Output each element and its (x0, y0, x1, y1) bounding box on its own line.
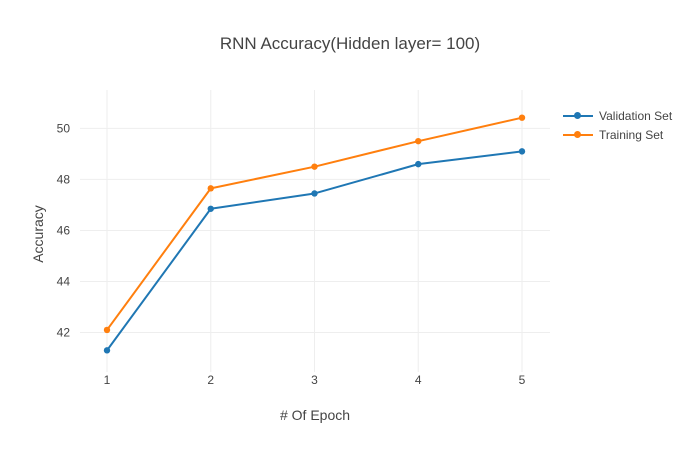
legend-label-validation: Validation Set (599, 108, 673, 123)
y-tick-label: 42 (57, 325, 71, 339)
grid (80, 90, 550, 372)
x-tick-label: 4 (415, 373, 422, 387)
y-tick-label: 48 (57, 172, 71, 186)
data-point[interactable] (103, 326, 111, 334)
legend-item-training[interactable]: Training Set (563, 125, 672, 144)
data-point[interactable] (103, 347, 111, 354)
axis-ticks: 1 2 3 4 5 42 44 46 48 50 (57, 121, 526, 387)
data-point[interactable] (415, 160, 422, 168)
data-point[interactable] (311, 190, 318, 197)
legend-swatch-training (563, 130, 593, 140)
data-point[interactable] (311, 163, 318, 170)
x-tick-label: 3 (311, 373, 318, 387)
legend-dot-validation (574, 111, 581, 119)
data-point[interactable] (207, 185, 214, 192)
data-point[interactable] (415, 137, 422, 145)
y-axis-title: Accuracy (30, 205, 46, 263)
series (103, 114, 526, 354)
data-point[interactable] (518, 114, 526, 121)
y-tick-label: 50 (57, 121, 71, 135)
x-tick-label: 1 (104, 373, 111, 387)
y-tick-label: 44 (57, 274, 71, 288)
y-tick-label: 46 (57, 223, 71, 237)
legend-item-validation[interactable]: Validation Set (563, 106, 672, 125)
x-tick-label: 2 (207, 373, 214, 387)
data-point[interactable] (207, 205, 214, 212)
chart-title: RNN Accuracy(Hidden layer= 100) (219, 34, 481, 53)
data-point[interactable] (518, 148, 526, 155)
legend-swatch-validation (563, 111, 593, 121)
legend-label-training: Training Set (599, 127, 664, 142)
x-tick-label: 5 (519, 373, 526, 387)
legend-dot-training (574, 130, 581, 138)
legend: Validation Set Training Set (563, 106, 672, 144)
x-axis-title: # Of Epoch (279, 407, 351, 423)
